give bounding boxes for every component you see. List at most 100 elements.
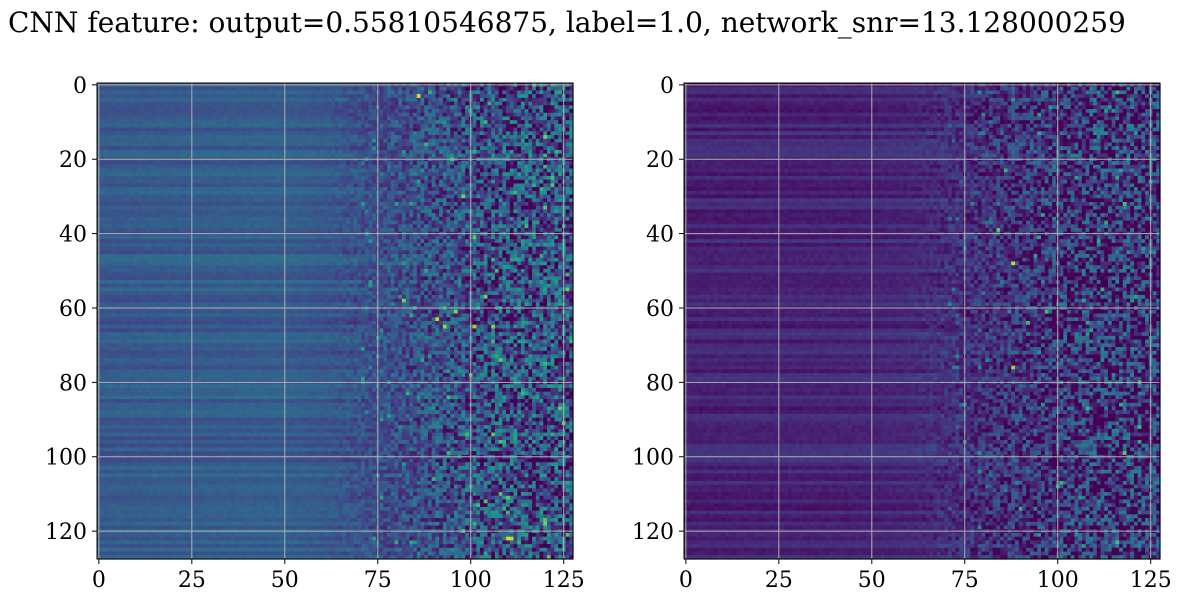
heatmap-cell: [395, 187, 399, 191]
heatmap-cell: [212, 161, 216, 165]
heatmap-cell: [302, 154, 306, 158]
heatmap-cell: [194, 198, 198, 202]
heatmap-cell: [543, 165, 547, 169]
heatmap-cell: [160, 213, 164, 217]
heatmap-cell: [168, 180, 172, 184]
heatmap-cell: [261, 90, 265, 94]
heatmap-cell: [328, 209, 332, 213]
heatmap-cell: [287, 161, 291, 165]
heatmap-cell: [383, 198, 387, 202]
heatmap-cell: [354, 183, 358, 187]
heatmap-cell: [350, 224, 354, 228]
heatmap-cell: [487, 98, 491, 102]
heatmap-cell: [554, 109, 558, 113]
heatmap-cell: [361, 98, 365, 102]
heatmap-cell: [253, 143, 257, 147]
heatmap-cell: [454, 90, 458, 94]
heatmap-cell: [320, 87, 324, 91]
heatmap-cell: [331, 98, 335, 102]
heatmap-cell: [268, 154, 272, 158]
heatmap-cell: [302, 135, 306, 139]
heatmap-cell: [543, 139, 547, 143]
heatmap-cell: [145, 113, 149, 117]
heatmap-cell: [227, 169, 231, 173]
heatmap-cell: [357, 150, 361, 154]
heatmap-cell: [302, 169, 306, 173]
heatmap-cell: [484, 221, 488, 225]
heatmap-cell: [324, 135, 328, 139]
heatmap-cell: [324, 180, 328, 184]
heatmap-cell: [354, 213, 358, 217]
heatmap-cell: [179, 139, 183, 143]
heatmap-cell: [320, 113, 324, 117]
heatmap-cell: [417, 154, 421, 158]
heatmap-cell: [287, 87, 291, 91]
heatmap-cell: [510, 183, 514, 187]
heatmap-cell: [108, 224, 112, 228]
heatmap-cell: [554, 206, 558, 210]
heatmap-cell: [264, 183, 268, 187]
heatmap-cell: [514, 176, 518, 180]
heatmap-cell: [175, 98, 179, 102]
heatmap-cell: [164, 209, 168, 213]
heatmap-cell: [201, 195, 205, 199]
heatmap-cell: [205, 150, 209, 154]
heatmap-cell: [197, 87, 201, 91]
heatmap-cell: [179, 154, 183, 158]
heatmap-cell: [290, 172, 294, 176]
heatmap-cell: [227, 120, 231, 124]
heatmap-cell: [235, 221, 239, 225]
heatmap-cell: [298, 172, 302, 176]
heatmap-cell: [372, 176, 376, 180]
heatmap-cell: [212, 150, 216, 154]
heatmap-cell: [540, 191, 544, 195]
heatmap-cell: [201, 109, 205, 113]
heatmap-cell: [171, 187, 175, 191]
heatmap-cell: [302, 202, 306, 206]
heatmap-cell: [484, 202, 488, 206]
heatmap-cell: [246, 116, 250, 120]
heatmap-cell: [502, 109, 506, 113]
heatmap-cell: [536, 102, 540, 106]
heatmap-cell: [313, 94, 317, 98]
heatmap-cell: [231, 161, 235, 165]
heatmap-cell: [480, 94, 484, 98]
heatmap-cell: [458, 143, 462, 147]
heatmap-cell: [514, 154, 518, 158]
heatmap-cell: [216, 109, 220, 113]
heatmap-cell: [264, 94, 268, 98]
heatmap-cell: [305, 109, 309, 113]
heatmap-cell: [402, 143, 406, 147]
heatmap-cell: [398, 150, 402, 154]
heatmap-cell: [197, 109, 201, 113]
heatmap-cell: [406, 172, 410, 176]
heatmap-cell: [157, 139, 161, 143]
heatmap-cell: [339, 150, 343, 154]
heatmap-cell: [298, 161, 302, 165]
heatmap-cell: [409, 113, 413, 117]
heatmap-cell: [495, 187, 499, 191]
heatmap-cell: [447, 105, 451, 109]
heatmap-cell: [402, 150, 406, 154]
heatmap-cell: [409, 131, 413, 135]
heatmap-cell: [142, 165, 146, 169]
heatmap-cell: [380, 139, 384, 143]
heatmap-cell: [212, 224, 216, 228]
heatmap-cell: [491, 202, 495, 206]
heatmap-cell: [305, 143, 309, 147]
heatmap-cell: [194, 165, 198, 169]
heatmap-cell: [424, 165, 428, 169]
heatmap-cell: [368, 180, 372, 184]
heatmap-cell: [186, 165, 190, 169]
heatmap-cell: [101, 176, 105, 180]
heatmap-cell: [157, 202, 161, 206]
heatmap-cell: [406, 198, 410, 202]
heatmap-cell: [551, 146, 555, 150]
heatmap-cell: [183, 183, 187, 187]
heatmap-cell: [365, 183, 369, 187]
heatmap-cell: [175, 139, 179, 143]
heatmap-cell: [108, 150, 112, 154]
heatmap-cell: [543, 224, 547, 228]
heatmap-cell: [235, 98, 239, 102]
heatmap-cell: [491, 143, 495, 147]
